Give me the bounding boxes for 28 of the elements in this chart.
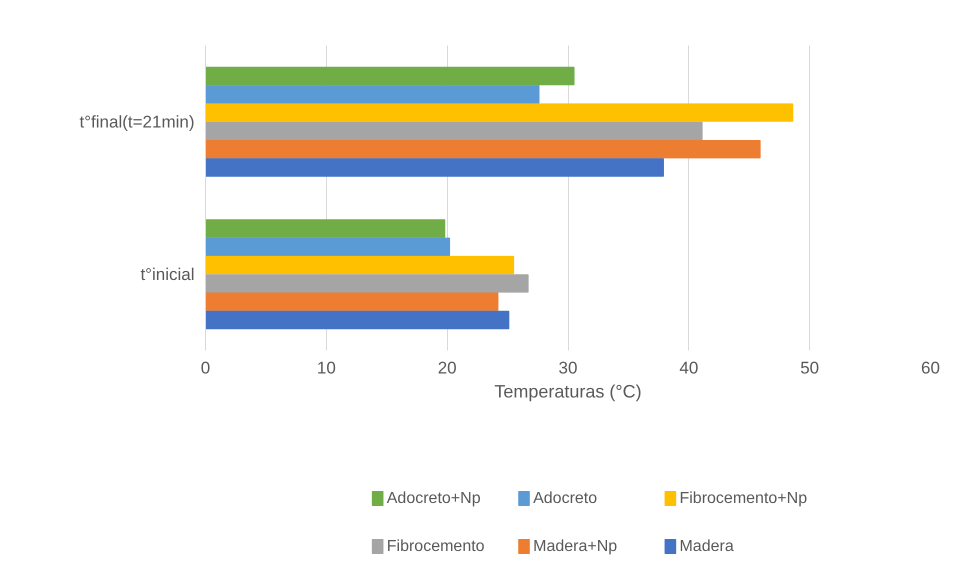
x-tick-label: 20 — [438, 358, 457, 378]
bar — [206, 292, 498, 311]
x-tick-label: 30 — [558, 358, 578, 378]
legend-label: Adocreto+Np — [386, 490, 481, 507]
bar — [206, 256, 514, 274]
bar — [206, 140, 761, 158]
legend-label: Fibrocemento+Np — [679, 490, 808, 507]
legend-label: Fibrocemento — [386, 538, 485, 555]
bar — [206, 238, 450, 256]
legend-label: Adocreto — [533, 490, 598, 507]
legend-label: Madera+Np — [533, 538, 618, 555]
x-tick-label: 50 — [800, 358, 820, 378]
bar — [206, 85, 540, 104]
bar — [206, 158, 664, 177]
y-tick-label: t°inicial — [140, 264, 195, 284]
bar — [206, 219, 446, 238]
x-axis-title: Temperaturas (°C) — [494, 382, 642, 402]
bar — [206, 66, 575, 86]
legend-label: Madera — [679, 538, 734, 555]
x-tick-label: 40 — [679, 358, 698, 378]
bar — [206, 122, 703, 140]
y-tick-label: t°final(t=21min) — [80, 112, 194, 132]
bar — [206, 274, 529, 293]
x-tick-label: 60 — [921, 358, 940, 378]
bar — [206, 310, 510, 330]
x-tick-label: 0 — [200, 358, 210, 378]
x-tick-label: 10 — [316, 358, 336, 378]
bar — [206, 103, 794, 122]
